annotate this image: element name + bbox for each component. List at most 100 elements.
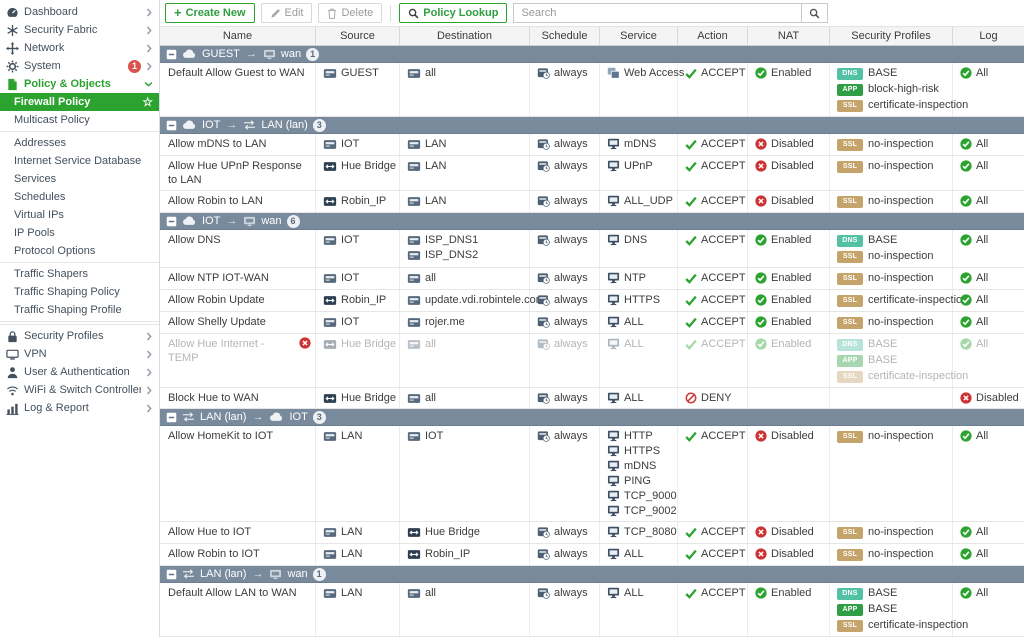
nat-status: Enabled (755, 337, 811, 351)
policy-lookup-button[interactable]: Policy Lookup (399, 3, 508, 23)
sidebar-item-dashboard[interactable]: Dashboard (0, 3, 159, 21)
policy-name: Allow Shelly Update (168, 316, 266, 328)
schedule-entry: always (537, 66, 588, 80)
sidebar-item-security-profiles[interactable]: Security Profiles (0, 327, 159, 345)
policy-row[interactable]: Allow Shelly Update IOT rojer.me always ALL A… (160, 312, 1024, 334)
column-header-service[interactable]: Service (600, 27, 678, 45)
interface-icon (323, 588, 337, 599)
profile-type-badge: SSL (837, 370, 863, 383)
sidebar-item-services[interactable]: Services (0, 170, 159, 188)
policy-group-header[interactable]: LAN (lan) → IOT 3 (160, 409, 1024, 426)
search-input[interactable] (513, 3, 802, 23)
security-profile-entry: APP block-high-risk (837, 82, 939, 97)
policy-row[interactable]: Allow Hue UPnP Response to LAN Hue Bridge… (160, 156, 1024, 191)
sidebar-item-log-report[interactable]: Log & Report (0, 399, 159, 417)
column-header-source[interactable]: Source (316, 27, 400, 45)
profile-type-badge: APP (837, 83, 863, 96)
sidebar-item-addresses[interactable]: Addresses (0, 134, 159, 152)
log-status: All (960, 293, 988, 307)
clock-icon (537, 67, 550, 79)
source-entry: LAN (323, 525, 362, 539)
sidebar-item-network[interactable]: Network (0, 39, 159, 57)
favorite-star-icon[interactable]: ☆ (142, 95, 153, 109)
policy-group-header[interactable]: LAN (lan) → wan 1 (160, 566, 1024, 583)
clock-icon (537, 234, 550, 246)
sidebar-item-protocol-options[interactable]: Protocol Options (0, 242, 159, 260)
schedule-cell: always (530, 334, 600, 387)
log-label: All (976, 294, 989, 306)
chevron-right-icon (146, 386, 153, 395)
sidebar-item-firewall-policy[interactable]: Firewall Policy ☆ (0, 93, 159, 111)
column-header-schedule[interactable]: Schedule (530, 27, 600, 45)
nat-status: Enabled (755, 233, 811, 247)
sidebar-divider (0, 262, 159, 263)
sidebar-item-internet-service-database[interactable]: Internet Service Database (0, 152, 159, 170)
nat-status: Disabled (755, 429, 814, 443)
sidebar-item-label: Addresses (14, 137, 66, 149)
policy-row[interactable]: Allow Robin to IOT LAN Robin_IP always ALL AC… (160, 544, 1024, 566)
sidebar-item-user-authentication[interactable]: User & Authentication (0, 363, 159, 381)
enabled-check-icon (960, 195, 972, 207)
policy-name-cell: Allow Hue Internet - TEMP (160, 334, 316, 387)
address-icon (323, 295, 337, 306)
sidebar-item-wifi-switch-controller[interactable]: WiFi & Switch Controller (0, 381, 159, 399)
policy-row[interactable]: Allow HomeKit to IOT LAN IOT always HTTP HTTP… (160, 426, 1024, 522)
destination-entry: LAN (407, 137, 446, 151)
sidebar-item-vpn[interactable]: VPN (0, 345, 159, 363)
policy-row[interactable]: Allow mDNS to LAN IOT LAN always mDNS ACCEPT D… (160, 134, 1024, 156)
policy-group-header[interactable]: GUEST → wan 1 (160, 46, 1024, 63)
policy-row[interactable]: Allow NTP IOT-WAN IOT all always NTP ACCEPT En… (160, 268, 1024, 290)
sidebar-item-traffic-shaping-policy[interactable]: Traffic Shaping Policy (0, 283, 159, 301)
source-entry: Hue Bridge (323, 391, 396, 405)
sidebar-item-policy-objects[interactable]: Policy & Objects (0, 75, 159, 93)
clock-icon (537, 195, 550, 207)
delete-button[interactable]: Delete (318, 3, 383, 23)
policy-row[interactable]: Allow Robin to LAN Robin_IP LAN always ALL_U… (160, 191, 1024, 213)
nat-status: Disabled (755, 194, 814, 208)
sidebar-item-security-fabric[interactable]: Security Fabric (0, 21, 159, 39)
column-header-security-profiles[interactable]: Security Profiles (830, 27, 953, 45)
source-label: LAN (341, 548, 363, 560)
destination-cell: all (400, 268, 530, 289)
nat-cell: Disabled (748, 522, 830, 543)
sidebar-item-label: Dashboard (24, 6, 78, 18)
column-header-log[interactable]: Log (953, 27, 1024, 45)
create-new-button[interactable]: + Create New (165, 3, 255, 23)
policy-row[interactable]: Default Allow Guest to WAN GUEST all always… (160, 63, 1024, 117)
service-label: HTTPS (624, 294, 661, 306)
policy-group-header[interactable]: IOT → LAN (lan) 3 (160, 117, 1024, 134)
column-header-name[interactable]: Name (160, 27, 316, 45)
column-header-destination[interactable]: Destination (400, 27, 530, 45)
column-header-nat[interactable]: NAT (748, 27, 830, 45)
edit-button[interactable]: Edit (260, 3, 313, 23)
sidebar-item-traffic-shaping-profile[interactable]: Traffic Shaping Profile (0, 301, 159, 319)
service-label: mDNS (624, 460, 657, 472)
sidebar-item-multicast-policy[interactable]: Multicast Policy (0, 111, 159, 129)
accept-check-icon (685, 588, 697, 599)
service-icon (607, 195, 620, 207)
sidebar-item-virtual-ips[interactable]: Virtual IPs (0, 206, 159, 224)
sidebar-item-schedules[interactable]: Schedules (0, 188, 159, 206)
profile-type-badge: APP (837, 354, 863, 367)
destination-label: all (425, 338, 437, 350)
profile-type-badge: SSL (837, 548, 863, 561)
policy-row[interactable]: Default Allow LAN to WAN LAN all always ALL A… (160, 583, 1024, 637)
policy-group-header[interactable]: IOT → wan 6 (160, 213, 1024, 230)
policy-row[interactable]: Allow Hue Internet - TEMP Hue Bridge all al… (160, 334, 1024, 388)
sidebar-item-system[interactable]: System 1 (0, 57, 159, 75)
policy-row[interactable]: Block Hue to WAN Hue Bridge all always ALL DE… (160, 388, 1024, 409)
policy-row[interactable]: Allow DNS IOT ISP_DNS1 ISP_DNS2 always DNS ACC… (160, 230, 1024, 268)
log-cell: All (953, 134, 1024, 155)
sidebar-item-ip-pools[interactable]: IP Pools (0, 224, 159, 242)
policy-row[interactable]: Allow Robin Update Robin_IP update.vdi.rob… (160, 290, 1024, 312)
policy-row[interactable]: Allow Hue to IOT LAN Hue Bridge always TCP_8… (160, 522, 1024, 544)
destination-cell: all (400, 388, 530, 408)
group-zone-label: LAN (lan) (200, 411, 247, 423)
source-label: Hue Bridge (341, 392, 397, 404)
column-header-action[interactable]: Action (678, 27, 748, 45)
search-button[interactable] (801, 3, 829, 23)
sidebar-item-traffic-shapers[interactable]: Traffic Shapers (0, 265, 159, 283)
source-cell: Robin_IP (316, 290, 400, 311)
service-icon (607, 490, 620, 502)
disabled-x-icon (960, 392, 972, 404)
